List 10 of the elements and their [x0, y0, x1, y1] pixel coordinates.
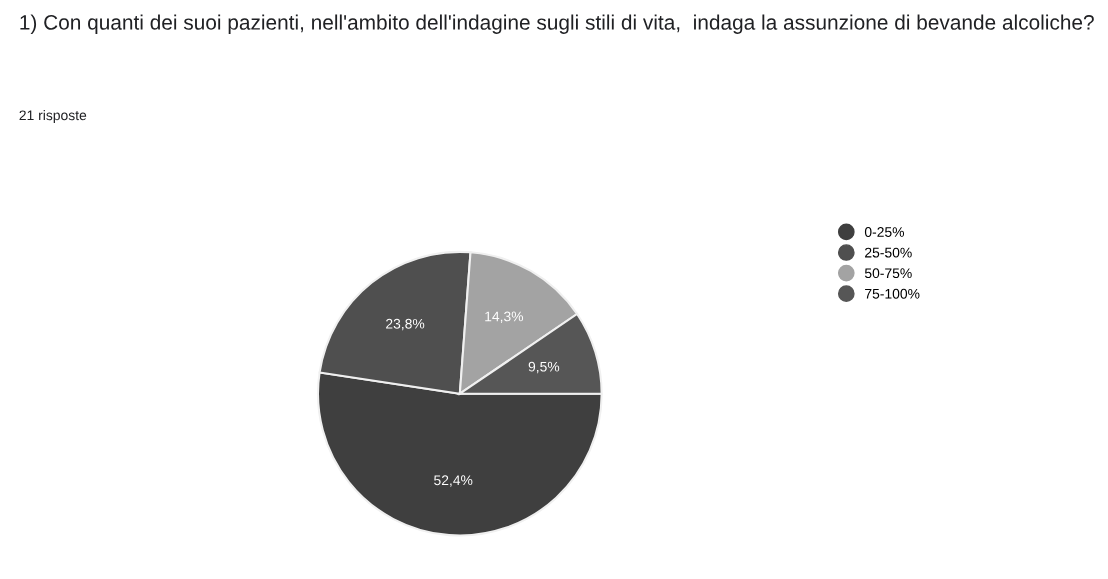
legend-label: 75-100%	[865, 288, 920, 299]
legend-label: 50-75%	[864, 268, 912, 279]
legend-label: 25-50%	[865, 247, 912, 258]
chart-title: 1) Con quanti dei suoi pazienti, nell'ambito dell'indagine sugli stili di vita, indaga la assunzione di bevande alcoliche?	[20, 14, 1094, 34]
data-label: 9,5%	[528, 361, 560, 374]
text: 21 risposte	[19, 110, 87, 123]
legend-label: 0-25%	[864, 227, 905, 237]
data-label: 23,8%	[386, 318, 425, 331]
data-label: 52,4%	[434, 475, 473, 487]
data-label: 14,3%	[485, 311, 524, 323]
